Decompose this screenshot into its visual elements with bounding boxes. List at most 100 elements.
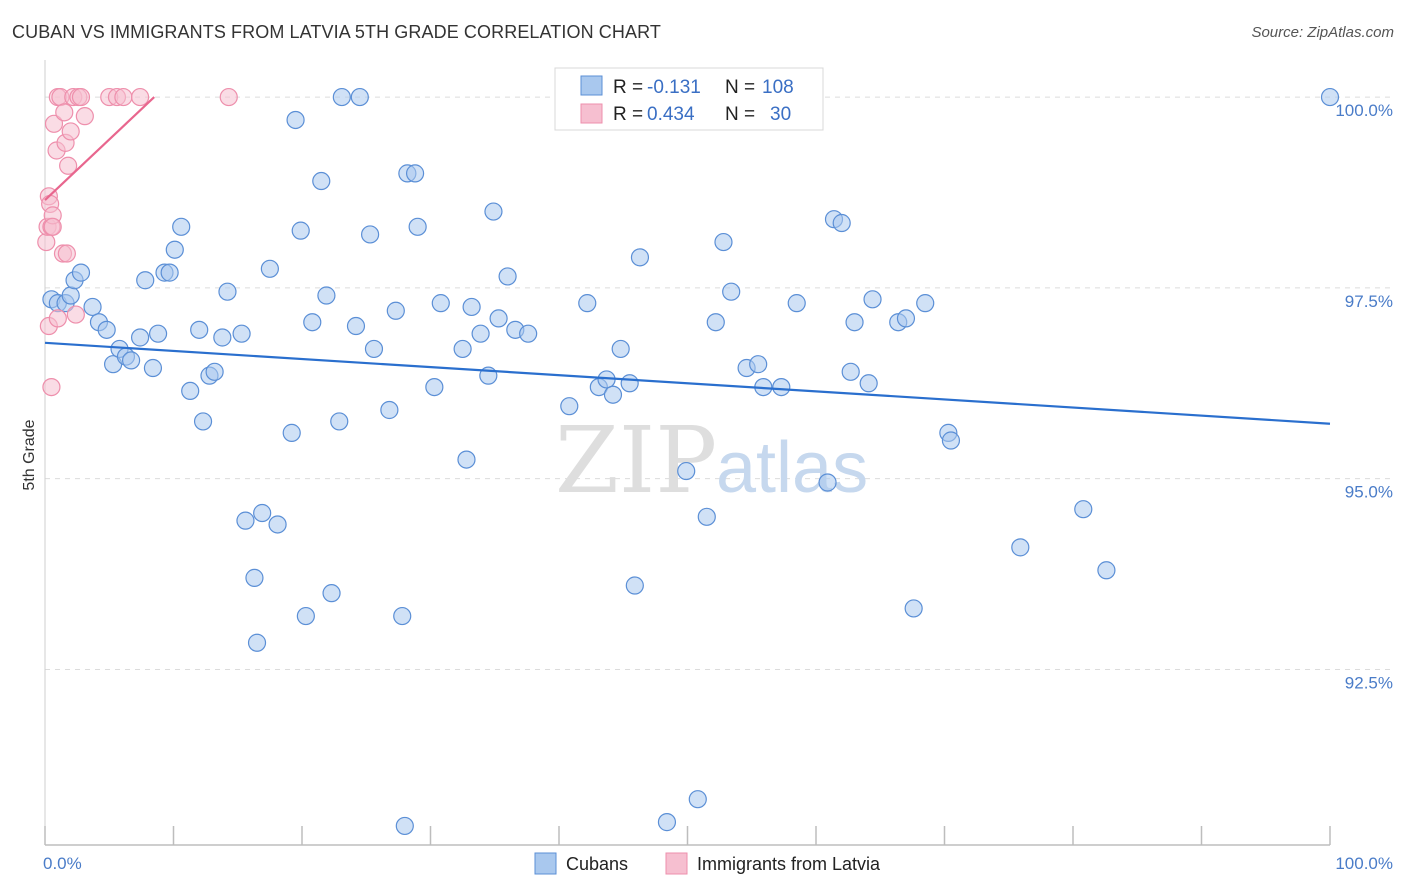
legend-swatch-latvia xyxy=(580,103,603,124)
cubans-point xyxy=(71,263,91,282)
cubans-point xyxy=(312,171,331,191)
source-credit: Source: ZipAtlas.com xyxy=(1251,24,1394,41)
legend-swatch-cubans xyxy=(580,75,603,96)
latvia-trend-line xyxy=(44,96,155,201)
legend-cubans-n-value: 108 xyxy=(762,77,794,98)
cubans-point xyxy=(205,362,224,381)
watermark: ZIP atlas xyxy=(555,407,868,514)
axes xyxy=(44,60,1331,846)
cubans-point xyxy=(268,515,287,534)
y-tick-label: 97.5% xyxy=(1345,292,1393,311)
cubans-point xyxy=(630,248,650,267)
bottom-legend: Cubans Immigrants from Latvia xyxy=(534,852,881,875)
cubans-point xyxy=(386,301,405,320)
y-tick-label: 95.0% xyxy=(1345,483,1393,502)
latvia-point xyxy=(219,87,238,107)
cubans-point xyxy=(291,221,310,240)
latvia-point xyxy=(75,107,94,126)
legend-cubans-n-label: N = xyxy=(725,77,755,98)
bottom-legend-latvia: Immigrants from Latvia xyxy=(697,854,881,874)
cubans-point xyxy=(1320,87,1340,107)
cubans-point xyxy=(431,294,450,313)
cubans-point xyxy=(408,217,427,236)
cubans-point xyxy=(845,313,864,332)
cubans-point xyxy=(677,461,696,481)
bottom-legend-cubans: Cubans xyxy=(566,854,628,874)
trend-lines xyxy=(44,96,1331,425)
latvia-point xyxy=(114,87,133,107)
y-tick-labels: 100.0% 97.5% 95.0% 92.5% xyxy=(1335,101,1393,692)
latvia-point xyxy=(42,377,61,397)
cubans-point xyxy=(160,263,179,282)
cubans-point xyxy=(489,309,508,328)
cubans-point xyxy=(863,290,882,309)
cubans-point xyxy=(453,339,472,359)
latvia-point xyxy=(43,217,62,236)
cubans-point xyxy=(620,374,639,393)
cubans-point xyxy=(232,324,251,343)
cubans-point xyxy=(236,511,255,530)
y-tick-label: 92.5% xyxy=(1345,673,1393,692)
cubans-point xyxy=(346,316,366,336)
legend-latvia-n-label: N = xyxy=(725,104,755,125)
cubans-point xyxy=(787,294,806,313)
latvia-point xyxy=(66,305,85,324)
cubans-point xyxy=(260,259,279,278)
cubans-point xyxy=(457,450,476,469)
cubans-point xyxy=(1011,538,1030,557)
cubans-point xyxy=(213,328,232,347)
cubans-point xyxy=(405,164,425,183)
cubans-point xyxy=(130,328,150,347)
legend-box: R = -0.131 N = 108 R = 0.434 N = 30 xyxy=(554,67,824,131)
cubans-trend-line xyxy=(44,341,1331,425)
legend-latvia-r-label: R = xyxy=(613,104,643,125)
cubans-point xyxy=(611,339,630,359)
cubans-point xyxy=(603,385,623,404)
legend-latvia-n-value: 30 xyxy=(770,104,791,125)
chart-title: CUBAN VS IMMIGRANTS FROM LATVIA 5TH GRAD… xyxy=(12,22,661,42)
cubans-point xyxy=(941,431,961,450)
cubans-point xyxy=(818,473,837,492)
cubans-point xyxy=(282,423,301,442)
y-tick-label: 100.0% xyxy=(1335,101,1393,120)
cubans-point xyxy=(859,374,878,393)
cubans-point xyxy=(462,297,481,317)
cubans-point xyxy=(136,271,155,290)
cubans-point xyxy=(916,294,935,313)
cubans-point xyxy=(330,412,349,431)
latvia-point xyxy=(71,87,91,107)
cubans-point xyxy=(143,358,163,378)
cubans-point xyxy=(722,282,741,301)
legend-latvia-r-value: 0.434 xyxy=(647,104,695,125)
cubans-point xyxy=(350,87,369,107)
cubans-point xyxy=(61,286,80,305)
cubans-point xyxy=(380,400,399,420)
cubans-point xyxy=(697,507,716,526)
bottom-legend-swatch-latvia xyxy=(665,852,688,875)
cubans-point xyxy=(303,313,322,332)
x-tick-label-max: 100.0% xyxy=(1335,854,1393,873)
cubans-point xyxy=(498,267,517,286)
cubans-point xyxy=(1097,561,1116,580)
cubans-point xyxy=(218,282,237,301)
cubans-point xyxy=(484,202,503,221)
cubans-point xyxy=(97,320,116,339)
latvia-point xyxy=(130,87,150,107)
cubans-point xyxy=(393,606,412,626)
y-axis-label: 5th Grade xyxy=(21,419,38,490)
cubans-point xyxy=(657,813,677,832)
cubans-point xyxy=(772,377,791,397)
cubans-point xyxy=(247,633,267,652)
cubans-point xyxy=(148,324,168,343)
cubans-point xyxy=(193,412,213,431)
cubans-point xyxy=(706,313,725,332)
watermark-atlas: atlas xyxy=(716,428,868,508)
watermark-zip: ZIP xyxy=(555,407,717,514)
cubans-point xyxy=(296,606,315,626)
latvia-point xyxy=(37,232,56,252)
cubans-point xyxy=(361,225,380,244)
cubans-point xyxy=(560,397,579,416)
cubans-point xyxy=(286,110,305,130)
cubans-point xyxy=(245,568,264,587)
